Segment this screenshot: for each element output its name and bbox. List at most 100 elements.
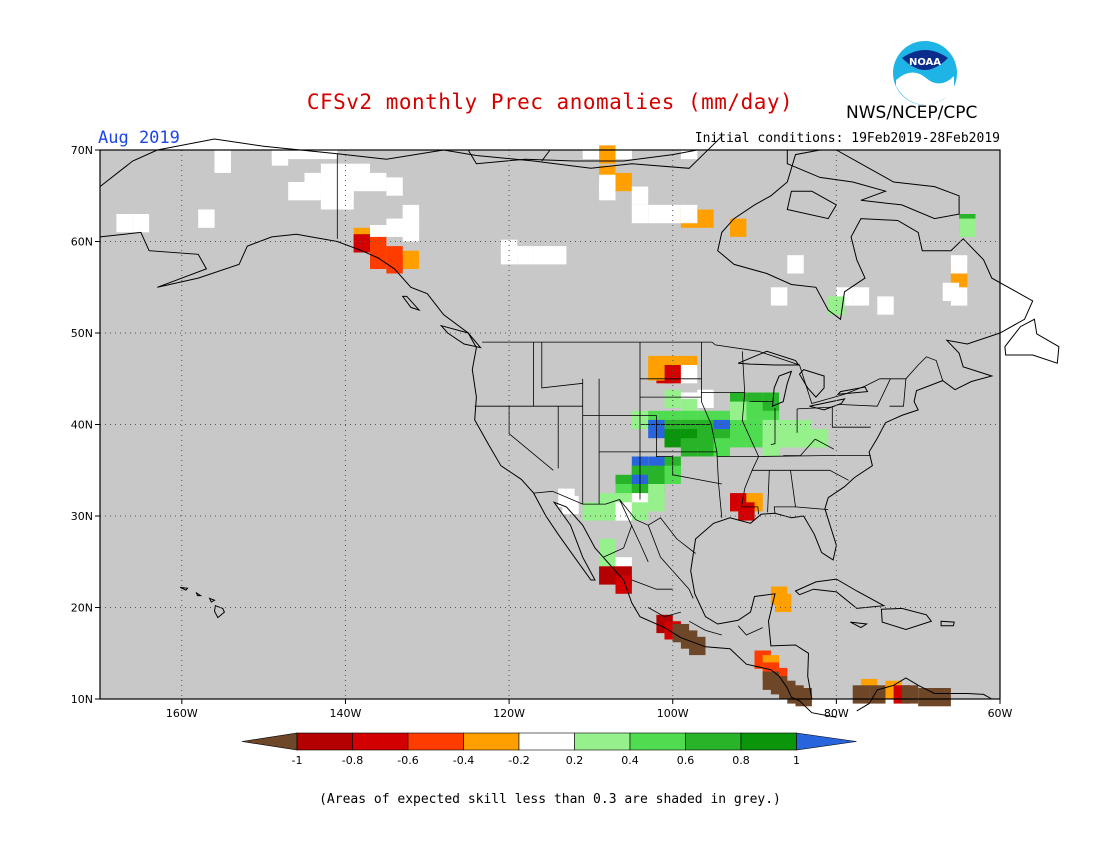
anomaly-cell (697, 209, 714, 228)
anomaly-cell (337, 163, 354, 182)
anomaly-cell (386, 177, 403, 196)
anomaly-cell (738, 502, 755, 521)
anomaly-cell (599, 182, 616, 201)
anomaly-cell (795, 429, 812, 448)
anomaly-cell (689, 636, 706, 656)
state-boundary (541, 342, 583, 389)
legend-tick-label: 0.8 (732, 754, 750, 767)
anomaly-cell (370, 172, 387, 192)
lon-label: 160W (166, 707, 198, 720)
state-boundary (770, 408, 776, 445)
legend-tick-label: 0.2 (566, 754, 584, 767)
longitude-labels: 160W 140W 120W 100W 80W 60W (166, 707, 1013, 720)
anomaly-cell (746, 401, 763, 420)
state-boundary (656, 415, 722, 485)
anomaly-cell (950, 255, 968, 274)
anomaly-cell (550, 246, 567, 265)
mexico-state-boundary (603, 525, 633, 558)
legend-swatch (629, 732, 686, 751)
state-boundary (752, 469, 849, 481)
legend-tick-label: 1 (793, 754, 800, 767)
jamaica (850, 621, 869, 629)
anomaly-cell (950, 287, 968, 306)
state-boundary (837, 378, 891, 407)
legend-swatch (407, 732, 464, 751)
anomaly-cell (615, 502, 632, 521)
anomaly-cell (795, 688, 812, 707)
lake-huron (798, 369, 825, 398)
noaa-logo: NOAA (893, 41, 957, 106)
anomaly-cell (271, 147, 289, 166)
legend-swatch (685, 732, 742, 751)
atlantic-coast (690, 149, 1034, 700)
anomaly-cell (386, 218, 403, 237)
lake-erie (809, 398, 846, 411)
state-boundary (701, 342, 723, 518)
anomaly-cell (599, 502, 616, 521)
legend-swatch (296, 732, 353, 751)
hawaii-big-island (213, 605, 226, 619)
anomaly-cell (533, 246, 550, 265)
lat-label: 20N (71, 602, 93, 615)
pacific-coast (99, 231, 837, 718)
mexico-state-boundary (688, 620, 722, 636)
anomaly-cell (402, 250, 420, 269)
mexico-state-boundary (737, 625, 763, 636)
anomaly-cell (680, 438, 698, 457)
legend-tick-label: -0.6 (397, 754, 418, 767)
anomaly-cell (370, 236, 387, 256)
latitude-labels: 70N 60N 50N 40N 30N 20N 10N (71, 144, 93, 706)
anomaly-cell (615, 575, 632, 594)
anomaly-cell (713, 438, 730, 457)
anomaly-cell (959, 218, 976, 237)
graticule (95, 149, 1001, 704)
anomaly-cell (787, 255, 804, 274)
anomaly-cell (353, 172, 370, 192)
legend-tick-label: -0.4 (453, 754, 474, 767)
victoria-island (467, 149, 698, 165)
coastlines (99, 135, 1060, 718)
legend-swatch (352, 732, 409, 751)
legend-tick-label: -1 (292, 754, 303, 767)
anomaly-cell (615, 172, 632, 192)
legend-swatch (463, 732, 520, 751)
legend-tick-label: -0.2 (508, 754, 529, 767)
baffin-island (786, 149, 960, 220)
anomaly-cell (214, 154, 231, 173)
lat-label: 10N (71, 693, 93, 706)
lat-label: 30N (71, 510, 93, 523)
lat-label: 40N (71, 419, 93, 432)
lake-michigan (771, 370, 793, 407)
state-boundary (797, 406, 833, 410)
legend-swatch (518, 732, 575, 751)
anomaly-cell (852, 287, 870, 306)
anomaly-cell (599, 548, 616, 567)
state-boundary (889, 378, 907, 407)
mexico-state-boundary (619, 499, 649, 562)
lon-label: 80W (824, 707, 849, 720)
legend-tick-label: 0.4 (621, 754, 639, 767)
mexico-state-boundary (631, 579, 673, 590)
anomaly-cell (730, 429, 747, 448)
anomaly-cell (730, 218, 747, 237)
anomaly-cell (132, 214, 150, 233)
anomaly-cell (852, 685, 870, 704)
lat-label: 50N (71, 327, 93, 340)
anomaly-cell (697, 438, 714, 457)
lon-label: 140W (330, 707, 362, 720)
anomaly-cell (730, 401, 747, 420)
anomaly-cell (582, 502, 600, 521)
anomaly-cell (779, 429, 796, 448)
state-boundary (773, 470, 796, 514)
anomaly-cell (320, 163, 338, 182)
lon-label: 60W (988, 707, 1013, 720)
state-boundary (767, 470, 770, 513)
chart-title: CFSv2 monthly Prec anomalies (mm/day) (306, 90, 794, 114)
forecast-period: Aug 2019 (98, 128, 180, 148)
legend-arrow-high (796, 732, 857, 751)
south-america-coast (856, 677, 993, 712)
legend-tick-label: 0.6 (677, 754, 695, 767)
anomaly-cell (664, 389, 681, 408)
anomaly-cell (934, 688, 951, 707)
